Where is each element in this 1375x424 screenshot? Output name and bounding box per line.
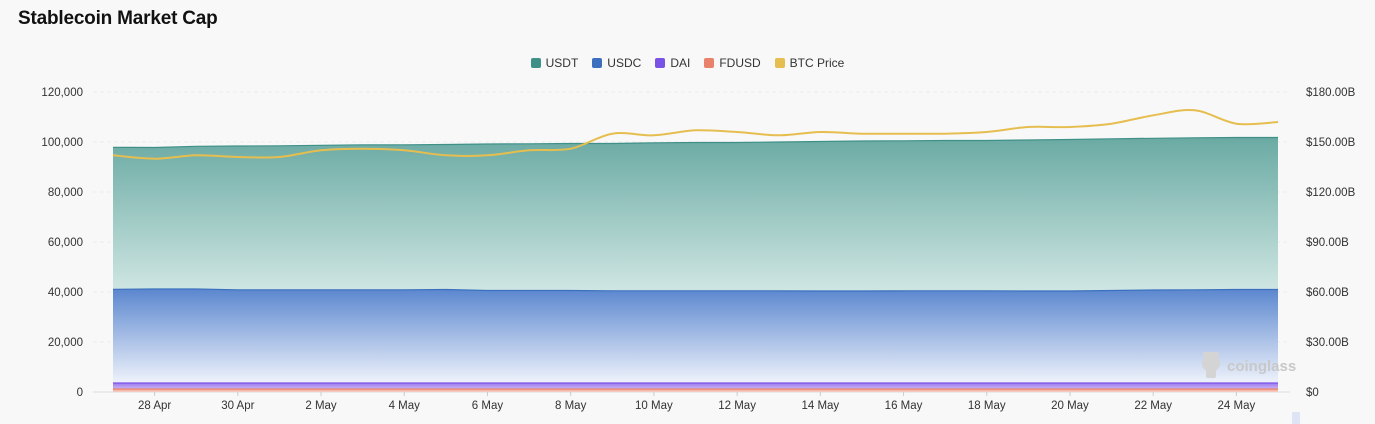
legend-item-usdc[interactable]: USDC — [592, 56, 641, 70]
x-tick-label: 16 May — [885, 400, 923, 412]
series-areas — [113, 137, 1278, 392]
chart-legend: USDT USDC DAI FDUSD BTC Price — [0, 56, 1375, 70]
y-tick-right: $60.00B — [1306, 287, 1349, 299]
page-title: Stablecoin Market Cap — [18, 8, 218, 29]
legend-swatch-dai — [655, 58, 666, 68]
area-fdusd — [113, 389, 1278, 392]
coinglass-logo-icon — [1202, 352, 1220, 378]
area-usdt — [113, 137, 1278, 291]
legend-swatch-usdt — [530, 58, 541, 68]
y-tick-left: 120,000 — [41, 87, 83, 99]
x-tick-label: 2 May — [305, 400, 337, 412]
x-tick-label: 18 May — [968, 400, 1006, 412]
line-btc-price — [112, 109, 1279, 160]
y-tick-right: $0 — [1306, 387, 1319, 399]
x-tick-label: 22 May — [1134, 400, 1172, 412]
x-tick-label: 30 Apr — [221, 400, 254, 412]
x-tick-label: 12 May — [718, 400, 756, 412]
y-tick-right: $150.00B — [1306, 137, 1356, 149]
legend-label-btc-price: BTC Price — [789, 56, 845, 70]
y-tick-left: 100,000 — [41, 137, 83, 149]
legend-swatch-usdc — [592, 58, 603, 68]
y-tick-left: 0 — [77, 387, 83, 399]
x-tick-label: 6 May — [472, 400, 504, 412]
y-tick-left: 80,000 — [48, 187, 83, 199]
area-dai — [113, 383, 1278, 389]
line-usdt — [112, 136, 1278, 149]
y-axis-right: $0 $30.00B $60.00B $90.00B $120.00B $150.00B $… — [1306, 87, 1356, 399]
legend-label-dai: DAI — [670, 56, 691, 70]
x-axis: 28 Apr 30 Apr 2 May 4 May 6 May 8 May 10 May 12… — [138, 392, 1256, 412]
y-axis-left: 0 20,000 40,000 60,000 80,000 100,000 120,000 — [41, 87, 83, 399]
legend-swatch-fdusd — [704, 58, 715, 68]
y-tick-left: 40,000 — [48, 287, 83, 299]
legend-label-fdusd: FDUSD — [719, 56, 761, 70]
coinglass-watermark: coinglass — [1202, 352, 1296, 378]
legend-item-usdt[interactable]: USDT — [530, 56, 579, 70]
series-lines — [112, 109, 1279, 390]
scroll-indicator[interactable] — [1292, 412, 1300, 424]
legend-label-usdt: USDT — [545, 56, 579, 70]
y-tick-right: $180.00B — [1306, 87, 1356, 99]
line-usdc — [112, 288, 1278, 292]
y-tick-left: 20,000 — [48, 337, 83, 349]
legend-item-dai[interactable]: DAI — [655, 56, 690, 70]
x-tick-label: 4 May — [389, 400, 421, 412]
y-tick-right: $90.00B — [1306, 237, 1349, 249]
legend-item-fdusd[interactable]: FDUSD — [704, 56, 761, 70]
legend-item-btc-price[interactable]: BTC Price — [774, 56, 845, 70]
y-tick-right: $120.00B — [1306, 187, 1356, 199]
x-tick-label: 14 May — [801, 400, 839, 412]
x-tick-label: 28 Apr — [138, 400, 171, 412]
y-tick-left: 60,000 — [48, 237, 83, 249]
legend-label-usdc: USDC — [607, 56, 642, 70]
legend-swatch-btc-price — [774, 58, 785, 68]
x-tick-label: 20 May — [1051, 400, 1089, 412]
x-tick-label: 8 May — [555, 400, 587, 412]
watermark-text: coinglass — [1227, 358, 1296, 375]
area-usdc — [113, 289, 1278, 383]
x-tick-label: 10 May — [635, 400, 673, 412]
y-tick-right: $30.00B — [1306, 337, 1349, 349]
x-tick-label: 24 May — [1218, 400, 1256, 412]
